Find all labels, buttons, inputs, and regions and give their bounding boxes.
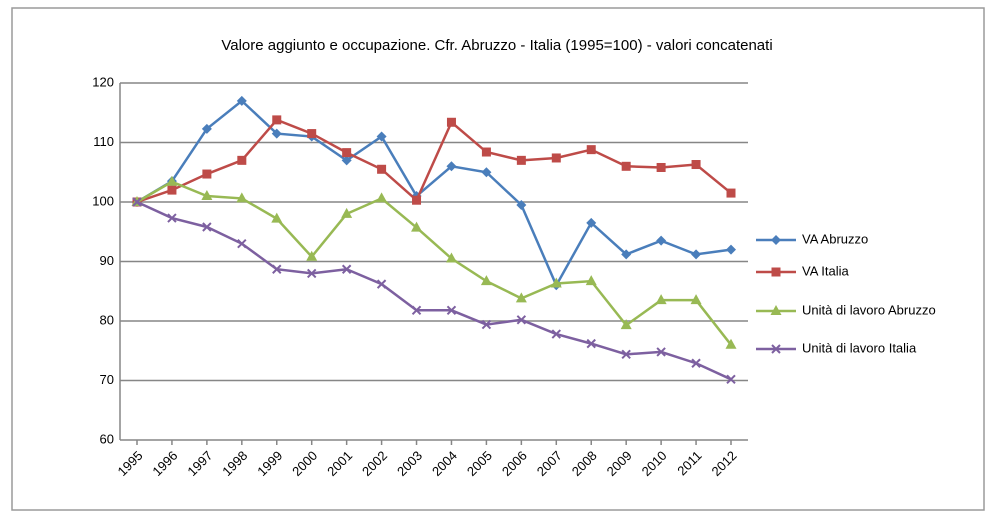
marker (481, 147, 491, 157)
marker (725, 338, 737, 349)
marker (551, 329, 562, 339)
marker (341, 207, 353, 218)
marker (726, 188, 736, 198)
marker (446, 305, 457, 315)
marker (481, 167, 492, 178)
marker (376, 131, 387, 142)
marker (726, 374, 736, 385)
marker (376, 279, 387, 289)
marker (341, 264, 352, 274)
y-tick-label: 110 (93, 134, 114, 149)
marker (307, 129, 317, 139)
marker (237, 238, 247, 249)
marker (551, 153, 561, 163)
marker (656, 347, 666, 357)
marker (237, 155, 247, 165)
marker (516, 315, 527, 325)
marker (306, 268, 317, 279)
marker (167, 185, 177, 195)
marker (412, 195, 422, 205)
series-line (136, 200, 732, 381)
marker (272, 115, 282, 125)
marker (516, 199, 527, 210)
marker (202, 222, 212, 232)
series-line (136, 180, 732, 346)
marker (480, 275, 492, 286)
marker (691, 358, 701, 368)
marker (481, 319, 492, 330)
y-tick-label: 100 (92, 193, 114, 208)
marker (621, 249, 632, 260)
marker (236, 192, 248, 203)
y-tick-label: 70 (100, 372, 114, 387)
marker (411, 221, 423, 232)
marker (550, 277, 562, 288)
marker (376, 192, 388, 203)
marker (655, 294, 667, 305)
marker (515, 292, 527, 303)
legend-marker (770, 305, 782, 315)
legend-label: Unità di lavoro Abruzzo (802, 302, 936, 317)
marker (166, 175, 178, 186)
marker (306, 250, 318, 261)
marker (690, 294, 702, 305)
marker (691, 249, 702, 260)
marker (201, 190, 213, 201)
legend-label: Unità di lavoro Italia (802, 340, 917, 355)
marker (726, 244, 736, 255)
marker (202, 169, 212, 179)
legend-marker (771, 344, 781, 354)
series-line (136, 99, 732, 289)
marker (377, 164, 387, 174)
marker (621, 161, 631, 171)
marker (656, 162, 666, 172)
marker (621, 349, 631, 360)
y-tick-label: 120 (92, 74, 114, 89)
marker (586, 217, 597, 228)
legend-label: VA Abruzzo (802, 231, 868, 246)
marker (167, 213, 177, 223)
chart-title: Valore aggiunto e occupazione. Cfr. Abru… (221, 37, 772, 54)
y-tick-label: 60 (100, 431, 114, 446)
marker (272, 264, 282, 274)
marker (445, 252, 457, 263)
marker (620, 319, 632, 330)
marker (691, 160, 701, 170)
legend-marker (771, 267, 781, 277)
legend-marker (771, 235, 781, 245)
marker (446, 117, 456, 127)
marker (271, 212, 283, 223)
legend-label: VA Italia (802, 263, 850, 278)
marker (586, 145, 596, 155)
y-tick-label: 80 (100, 312, 114, 327)
marker (271, 128, 282, 139)
marker (585, 275, 597, 286)
marker (446, 161, 457, 172)
marker (236, 95, 247, 106)
marker (342, 148, 352, 158)
series-line (136, 118, 732, 204)
marker (341, 155, 352, 166)
marker (586, 338, 596, 349)
marker (132, 197, 142, 207)
y-tick-label: 90 (100, 253, 114, 268)
marker (656, 235, 667, 246)
marker (411, 305, 422, 315)
marker (516, 155, 526, 165)
marker (201, 123, 212, 134)
chart-frame (11, 7, 985, 511)
